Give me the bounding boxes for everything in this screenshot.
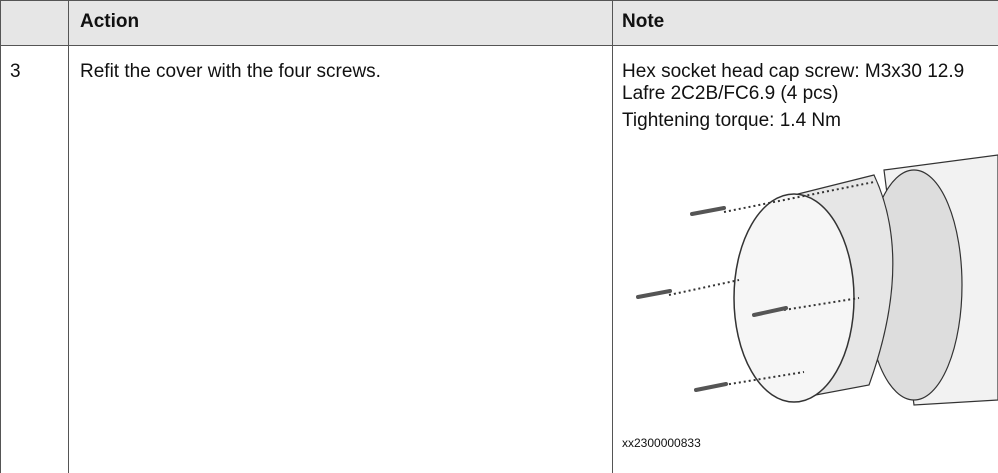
action-text: Refit the cover with the four screws. — [80, 61, 381, 82]
column-border — [68, 0, 69, 473]
step-number: 3 — [10, 61, 21, 82]
illustration — [636, 154, 998, 406]
note-text: Tightening torque: 1.4 Nm — [622, 110, 841, 131]
figure-id: xx2300000833 — [622, 436, 701, 450]
column-border — [0, 0, 1, 473]
header-cell: Note — [622, 11, 665, 32]
note-text: Hex socket head cap screw: M3x30 12.9 La… — [622, 61, 965, 104]
table-header — [0, 0, 998, 46]
column-border — [612, 0, 613, 473]
header-cell: Action — [80, 11, 140, 32]
